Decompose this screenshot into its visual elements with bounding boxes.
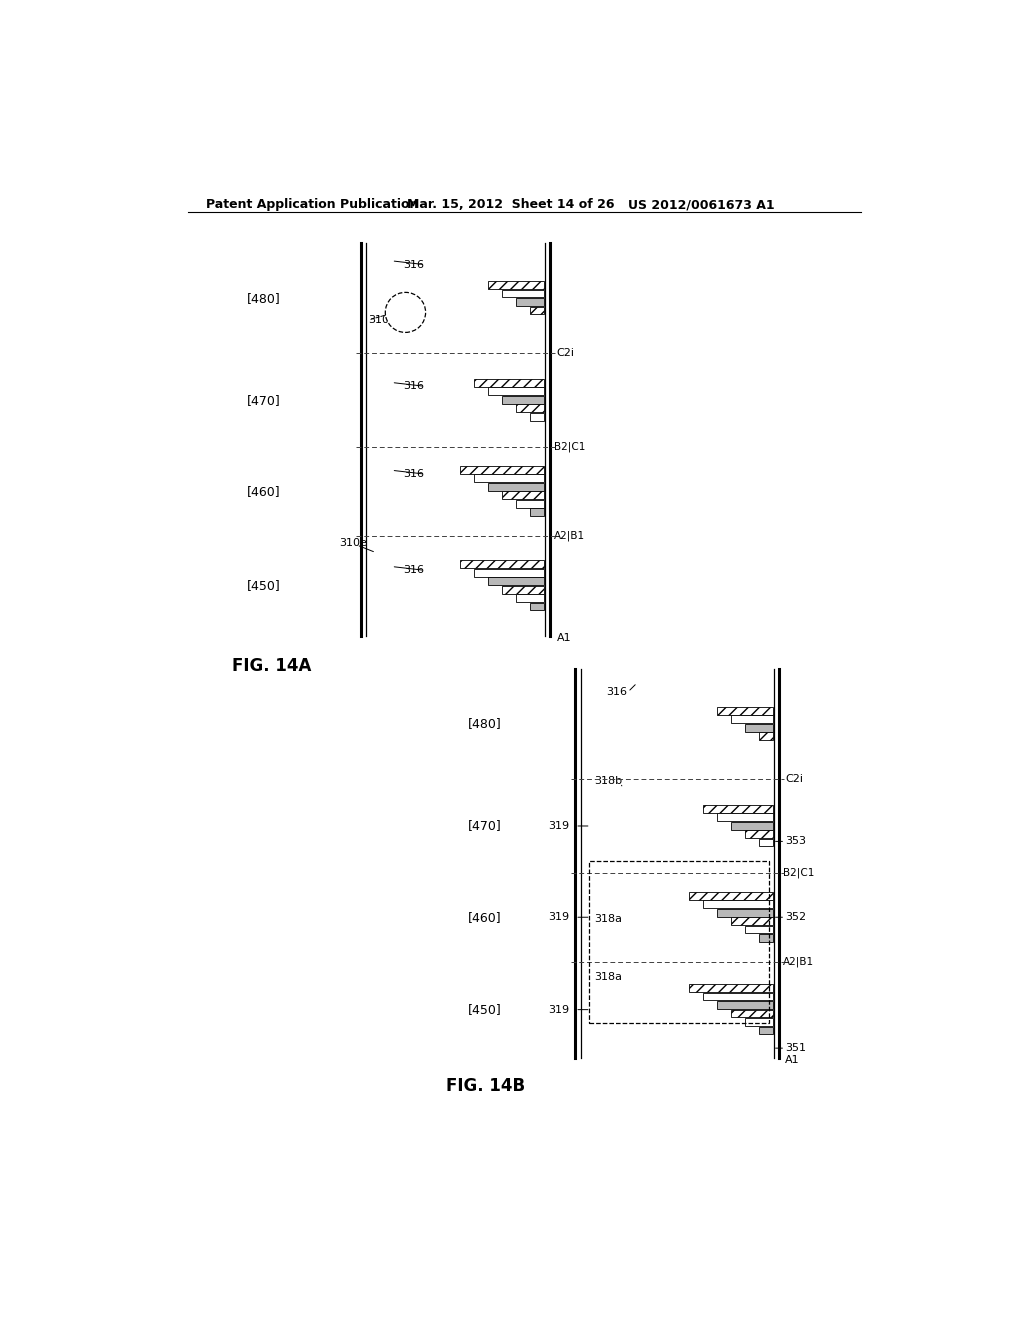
Bar (589, 862, 769, 1023)
Bar (461, 466, 544, 474)
Text: [470]: [470] (468, 820, 502, 833)
Bar (530, 508, 544, 516)
Text: [480]: [480] (247, 292, 281, 305)
Text: 310f: 310f (369, 315, 393, 325)
Bar (731, 822, 773, 829)
Bar (689, 985, 773, 993)
Text: 351: 351 (785, 1043, 806, 1053)
Text: 318b: 318b (595, 776, 623, 785)
Bar (530, 413, 544, 421)
Text: Mar. 15, 2012  Sheet 14 of 26: Mar. 15, 2012 Sheet 14 of 26 (407, 198, 614, 211)
Text: 316: 316 (403, 565, 424, 576)
Text: B2|C1: B2|C1 (783, 867, 814, 878)
Text: 352: 352 (785, 912, 806, 923)
Bar (503, 586, 544, 594)
Bar (516, 500, 544, 508)
Text: A2|B1: A2|B1 (783, 956, 814, 966)
Text: US 2012/0061673 A1: US 2012/0061673 A1 (628, 198, 774, 211)
Bar (503, 491, 544, 499)
Text: A1: A1 (557, 634, 571, 643)
Bar (474, 569, 544, 577)
Text: 353: 353 (785, 837, 806, 846)
Text: 318a: 318a (595, 915, 623, 924)
Bar (759, 1027, 773, 1035)
Bar (503, 396, 544, 404)
Circle shape (385, 293, 426, 333)
Text: 316: 316 (403, 381, 424, 391)
Text: Patent Application Publication: Patent Application Publication (206, 198, 418, 211)
Bar (717, 1001, 773, 1008)
Text: [450]: [450] (468, 1003, 502, 1016)
Text: 318a: 318a (595, 972, 623, 982)
Bar (703, 900, 773, 908)
Bar (474, 474, 544, 482)
Text: 316: 316 (606, 686, 627, 697)
Bar (759, 838, 773, 846)
Bar (744, 925, 773, 933)
Bar (488, 388, 544, 395)
Bar (744, 830, 773, 838)
Bar (530, 306, 544, 314)
Bar (461, 561, 544, 568)
Bar (717, 813, 773, 821)
Bar (516, 298, 544, 306)
Text: C2i: C2i (557, 348, 574, 358)
Text: B2|C1: B2|C1 (554, 442, 586, 453)
Bar (503, 289, 544, 297)
Text: FIG. 14B: FIG. 14B (446, 1077, 525, 1096)
Text: A1: A1 (785, 1056, 800, 1065)
Bar (744, 723, 773, 731)
Text: 319: 319 (548, 912, 569, 923)
Text: 310e: 310e (339, 539, 367, 548)
Bar (703, 993, 773, 1001)
Bar (717, 708, 773, 715)
Text: 319: 319 (548, 1005, 569, 1015)
Bar (744, 1018, 773, 1026)
Text: FIG. 14A: FIG. 14A (231, 657, 311, 676)
Bar (759, 733, 773, 741)
Bar (689, 892, 773, 900)
Bar (516, 404, 544, 412)
Text: [450]: [450] (247, 579, 281, 593)
Text: [470]: [470] (247, 393, 281, 407)
Bar (488, 483, 544, 491)
Text: A2|B1: A2|B1 (554, 531, 586, 541)
Text: 316: 316 (403, 469, 424, 479)
Text: 319: 319 (548, 821, 569, 832)
Bar (717, 908, 773, 916)
Text: C2i: C2i (785, 774, 803, 784)
Bar (516, 594, 544, 602)
Bar (530, 603, 544, 610)
Bar (488, 281, 544, 289)
Bar (731, 1010, 773, 1018)
Bar (474, 379, 544, 387)
Text: [460]: [460] (468, 911, 502, 924)
Bar (759, 935, 773, 942)
Text: 316: 316 (403, 260, 424, 269)
Bar (731, 715, 773, 723)
Bar (703, 805, 773, 813)
Bar (731, 917, 773, 925)
Bar (488, 577, 544, 585)
Text: [460]: [460] (247, 484, 281, 498)
Text: [480]: [480] (468, 718, 502, 730)
